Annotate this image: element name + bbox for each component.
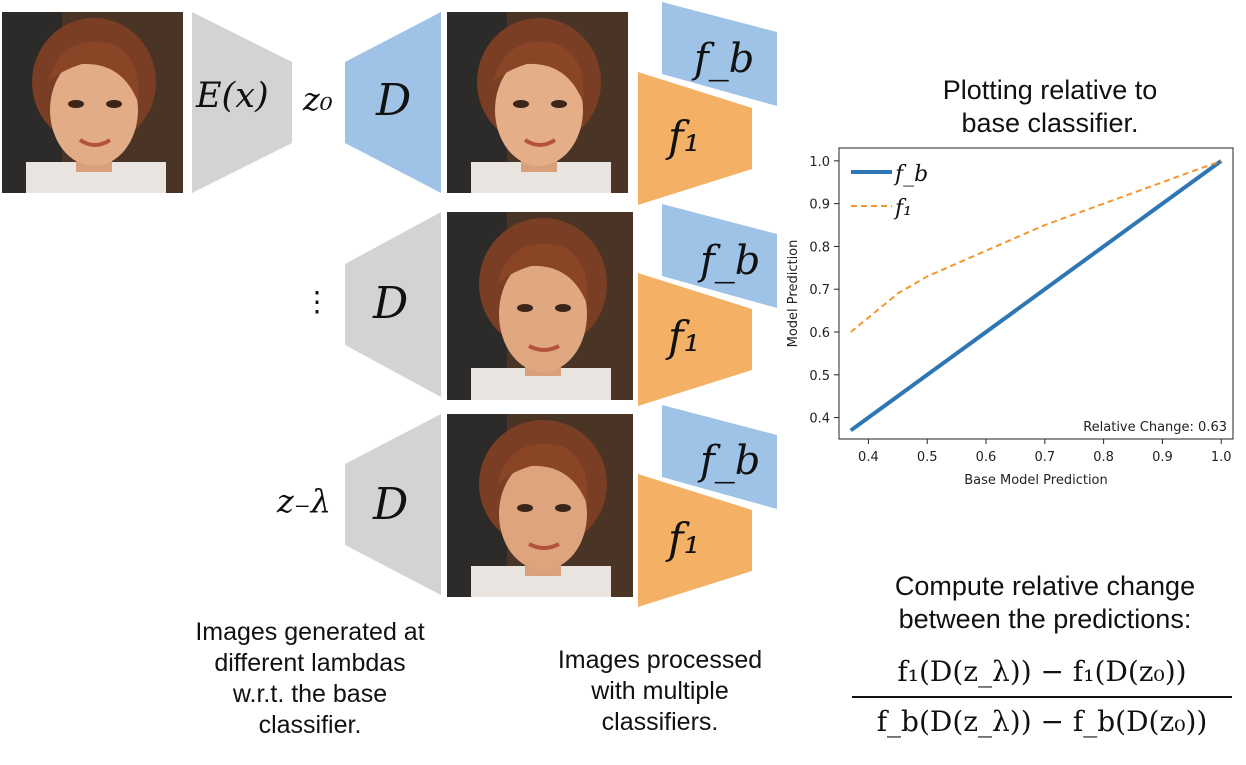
- encoder-trapezoid: [192, 12, 292, 193]
- classifier-f1-shape-3: [638, 474, 752, 607]
- caption-left-line-3: w.r.t. the base: [232, 680, 388, 708]
- f1-label-2: f₁: [668, 312, 701, 361]
- input-face-image: [2, 12, 183, 193]
- fb-label-1: f_b: [694, 36, 755, 82]
- decoder-label-middle: D: [373, 278, 409, 329]
- y-axis-label: Model Prediction: [786, 240, 801, 348]
- z0-label: z₀: [303, 80, 333, 118]
- formula-numerator: f₁(D(z_λ)) − f₁(D(z₀)): [897, 655, 1187, 688]
- caption-mid-line-3: classifiers.: [601, 708, 719, 736]
- y-tick-label: 0.5: [809, 369, 830, 384]
- x-tick-label: 0.5: [917, 450, 938, 465]
- x-tick-label: 0.9: [1152, 450, 1173, 465]
- decoder-label-bottom: D: [373, 479, 409, 530]
- f1-label-3: f₁: [668, 514, 701, 563]
- plot-title-line-1: Plotting relative to: [942, 75, 1158, 105]
- caption-left-line-2: different lambdas: [214, 649, 406, 677]
- classifier-f1-shape-2: [638, 273, 752, 406]
- legend-label-f1: f₁: [893, 196, 912, 221]
- fb-label-3: f_b: [700, 438, 761, 484]
- y-tick-label: 1.0: [809, 155, 830, 170]
- relative-change-formula: f₁(D(z_λ)) − f₁(D(z₀)) f_b(D(z_λ)) − f_b…: [852, 652, 1232, 742]
- classifier-f1-shape-1: [638, 72, 752, 205]
- encoder-label: E(x): [196, 76, 269, 116]
- plot-title-line-2: base classifier.: [961, 108, 1139, 138]
- x-tick-label: 0.7: [1034, 450, 1055, 465]
- caption-generated-images: Images generated at different lambdas w.…: [160, 617, 460, 741]
- plot-title: Plotting relative to base classifier.: [880, 74, 1220, 140]
- classifier-fb-shape-3: [662, 405, 777, 509]
- caption-left-line-4: classifier.: [258, 711, 362, 739]
- x-tick-label: 0.4: [858, 450, 879, 465]
- relative-change-chart: 0.4 0.5 0.6 0.7 0.8 0.9 1.0 0.4 0.5 0.6 0.7 0.8 0.9 1…: [780, 145, 1246, 500]
- caption-left-line-1: Images generated at: [195, 618, 425, 646]
- y-tick-label: 0.7: [809, 283, 830, 298]
- formula-denominator: f_b(D(z_λ)) − f_b(D(z₀)): [876, 705, 1208, 738]
- x-axis-label: Base Model Prediction: [964, 473, 1108, 488]
- legend-label-fb: f_b: [893, 162, 928, 187]
- formula-fraction-bar: [852, 696, 1232, 698]
- generated-face-image-2: [447, 212, 633, 400]
- compute-line-2: between the predictions:: [898, 604, 1192, 634]
- classifier-fb-shape-2: [662, 204, 777, 308]
- z-neg-lambda-label: z₋λ: [277, 482, 332, 520]
- decoder-trapezoid-top: [345, 12, 441, 193]
- x-tick-label: 0.8: [1093, 450, 1114, 465]
- chart-svg: 0.4 0.5 0.6 0.7 0.8 0.9 1.0 0.4 0.5 0.6 0.7 0.8 0.9 1…: [786, 147, 1234, 488]
- decoder-trapezoid-bottom: [345, 414, 441, 595]
- decoder-trapezoid-middle: [345, 212, 441, 397]
- ellipsis-label: ⋮: [303, 286, 331, 317]
- fb-label-2: f_b: [700, 238, 761, 284]
- y-tick-label: 0.8: [809, 240, 830, 255]
- compute-line-1: Compute relative change: [894, 571, 1196, 601]
- caption-processed-images: Images processed with multiple classifie…: [530, 645, 790, 738]
- x-tick-label: 1.0: [1211, 450, 1232, 465]
- generated-face-image-3: [447, 414, 633, 597]
- y-tick-label: 0.9: [809, 198, 830, 213]
- f1-label-1: f₁: [668, 112, 701, 161]
- generated-face-image-1: [447, 12, 628, 193]
- decoder-label-top: D: [376, 75, 412, 126]
- x-tick-label: 0.6: [976, 450, 997, 465]
- series-line-f1: [850, 159, 1222, 333]
- y-tick-label: 0.4: [809, 412, 830, 427]
- compute-title: Compute relative change between the pred…: [850, 570, 1240, 636]
- series-line-fb: [849, 159, 1223, 433]
- caption-mid-line-1: Images processed: [557, 646, 763, 674]
- y-tick-label: 0.6: [809, 326, 830, 341]
- caption-mid-line-2: with multiple: [591, 677, 729, 705]
- classifier-fb-shape-1: [662, 2, 777, 106]
- relative-change-annotation: Relative Change: 0.63: [1083, 420, 1227, 435]
